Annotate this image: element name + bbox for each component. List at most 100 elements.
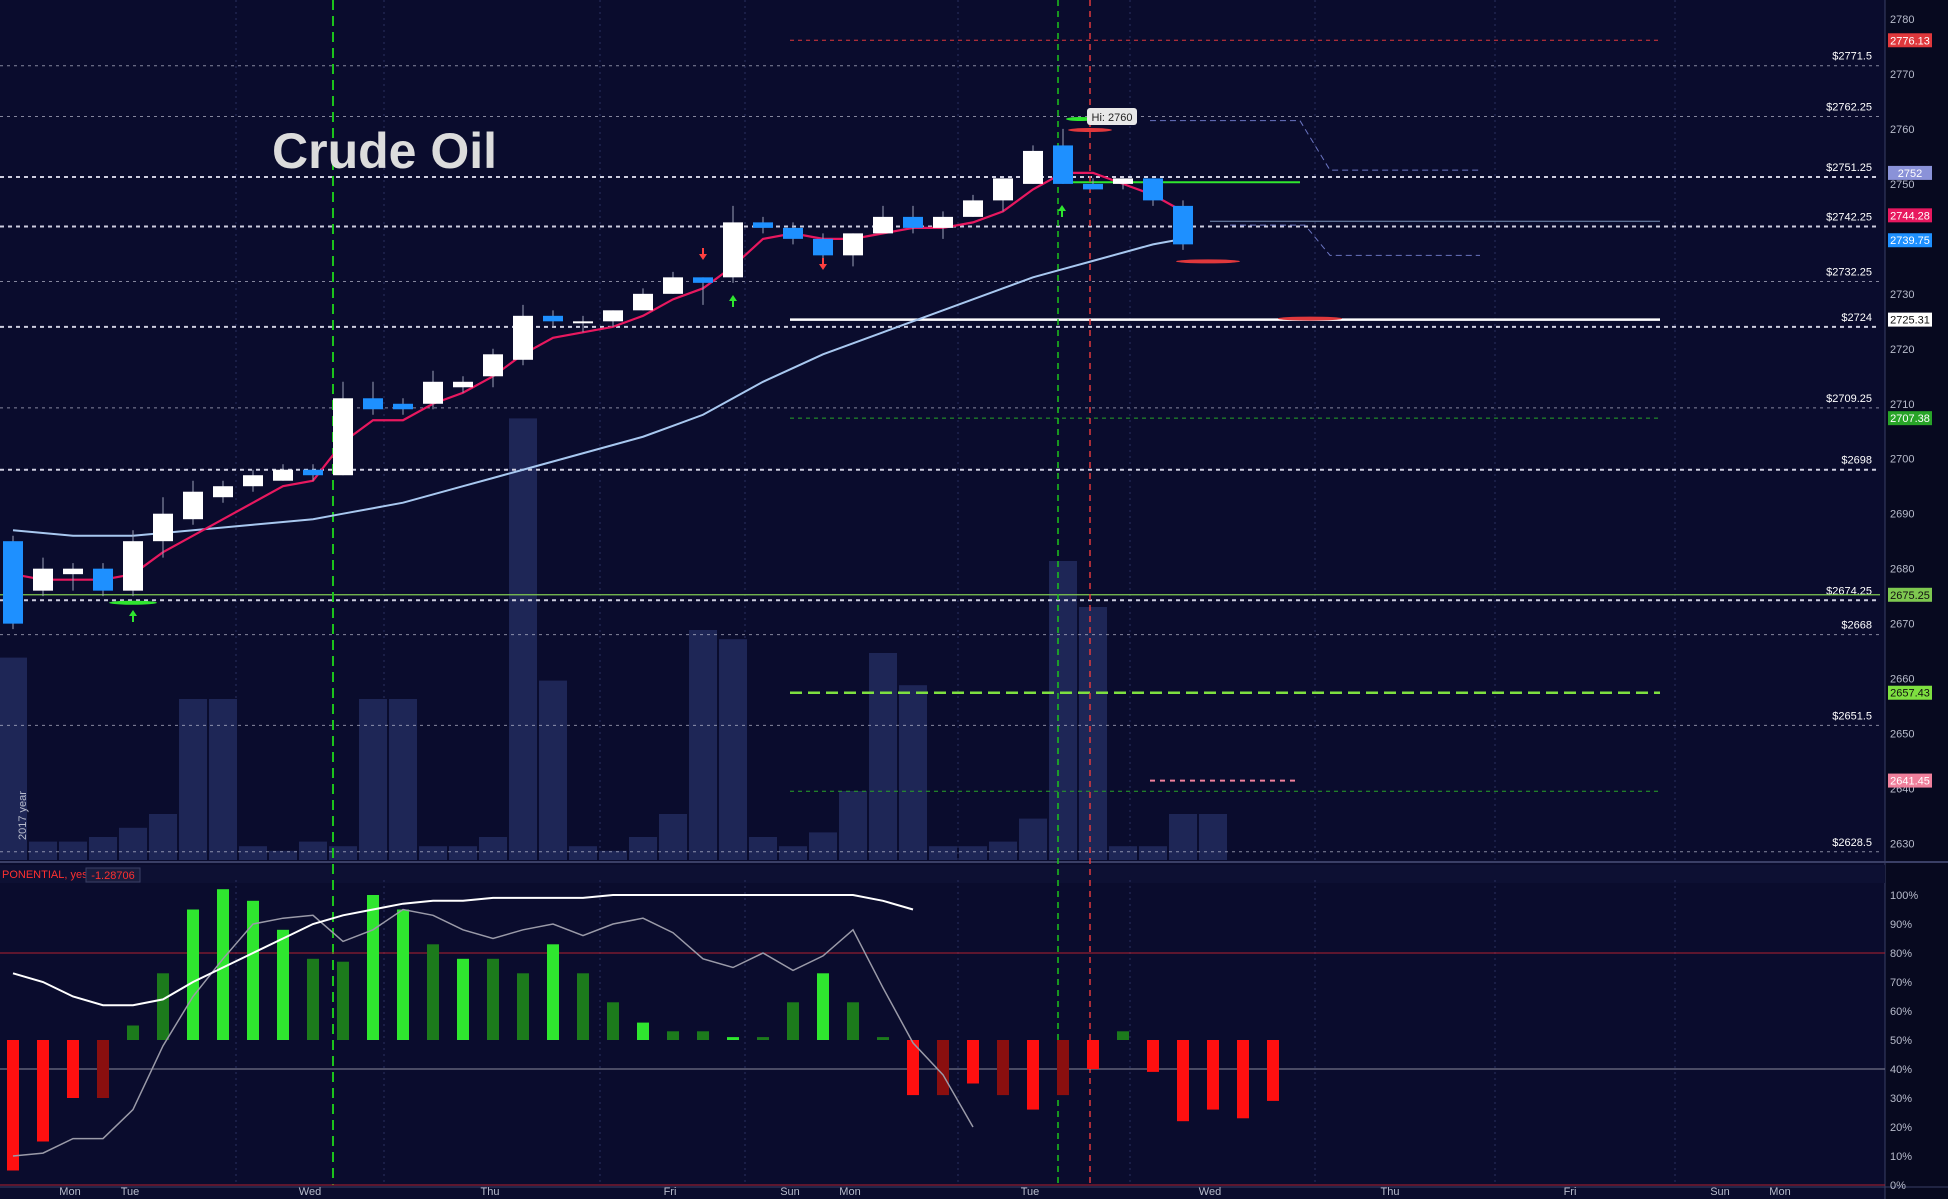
volume-bar — [719, 639, 747, 860]
candle-body — [783, 227, 803, 239]
price-axis-tick: 2750 — [1890, 179, 1914, 191]
time-axis-label: Tue — [1021, 1186, 1040, 1198]
volume-bar — [449, 846, 477, 860]
candle-body — [363, 398, 383, 410]
watermark-text: 2017 year — [17, 791, 29, 840]
oscillator-histogram-bar — [367, 895, 379, 1040]
candle-body — [933, 216, 953, 228]
volume-bar — [179, 699, 207, 860]
price-level-label: $2668 — [1841, 620, 1872, 632]
volume-bar — [419, 846, 447, 860]
buy-signal-arrow — [129, 610, 137, 622]
oscillator-axis-tick: 30% — [1890, 1093, 1912, 1105]
volume-bar — [329, 846, 357, 860]
candle-body — [273, 469, 293, 481]
candle-body — [813, 238, 833, 256]
oscillator-histogram-bar — [697, 1031, 709, 1040]
oscillator-axis-tick: 90% — [1890, 919, 1912, 931]
price-level-label: $2732.25 — [1826, 266, 1872, 278]
candle-body — [453, 381, 473, 388]
oscillator-histogram-bar — [877, 1037, 889, 1040]
volume-bar — [809, 832, 837, 860]
time-axis-label: Thu — [481, 1186, 500, 1198]
volume-bar — [389, 699, 417, 860]
volume-bar — [1109, 846, 1137, 860]
oscillator-histogram-bar — [1147, 1040, 1159, 1072]
volume-bar — [359, 699, 387, 860]
volume-bar — [899, 685, 927, 860]
price-level-label: $2674.25 — [1826, 585, 1872, 597]
candle-body — [33, 568, 53, 591]
oscillator-histogram-bar — [1057, 1040, 1069, 1096]
projection-lower — [1230, 224, 1480, 256]
oscillator-histogram-bar — [907, 1040, 919, 1096]
price-tag-box — [1888, 165, 1932, 180]
oscillator-histogram-bar — [547, 944, 559, 1040]
oscillator-histogram-bar — [7, 1040, 19, 1171]
volume-bar — [869, 653, 897, 860]
price-tag-box — [1888, 685, 1932, 700]
volume-bar — [149, 814, 177, 860]
volume-bar — [659, 814, 687, 860]
volume-bar — [989, 841, 1017, 860]
oscillator-histogram-bar — [397, 909, 409, 1040]
volume-bar — [839, 791, 867, 860]
candle-body — [573, 321, 593, 324]
oscillator-axis-tick: 70% — [1890, 977, 1912, 989]
candle-body — [63, 568, 83, 575]
oscillator-histogram-bar — [577, 973, 589, 1040]
oscillator-header-value: -1.28706 — [91, 870, 134, 882]
price-axis-tick: 2760 — [1890, 124, 1914, 136]
price-level-label: $2762.25 — [1826, 102, 1872, 114]
high-label-box — [1087, 108, 1137, 125]
candle-body — [183, 491, 203, 520]
time-axis-label: Tue — [121, 1186, 140, 1198]
price-axis-tick: 2730 — [1890, 289, 1914, 301]
volume-bar — [29, 841, 57, 860]
volume-bar — [749, 837, 777, 860]
oscillator-gray-line — [12, 908, 974, 1157]
candle-body — [633, 293, 653, 311]
slow-moving-average — [12, 237, 1184, 537]
oscillator-histogram-bar — [1117, 1031, 1129, 1040]
time-axis-label: Thu — [1381, 1186, 1400, 1198]
volume-bar — [1079, 607, 1107, 860]
oscillator-histogram-bar — [487, 958, 499, 1040]
oscillator-histogram-bar — [1087, 1040, 1099, 1069]
price-axis-tick: 2660 — [1890, 674, 1914, 686]
volume-bar — [779, 846, 807, 860]
candle-body — [123, 541, 143, 591]
target-marker — [1176, 259, 1240, 264]
time-axis-label: Mon — [839, 1186, 860, 1198]
sell-signal-arrow — [699, 248, 707, 260]
volume-bar — [689, 630, 717, 860]
time-axis-label: Mon — [59, 1186, 80, 1198]
candle-body — [1113, 178, 1133, 184]
oscillator-histogram-bar — [97, 1040, 109, 1098]
candle-body — [93, 568, 113, 591]
price-axis-tick: 2670 — [1890, 619, 1914, 631]
oscillator-histogram-bar — [997, 1040, 1009, 1096]
oscillator-histogram-bar — [337, 961, 349, 1040]
oscillator-axis-tick: 50% — [1890, 1035, 1912, 1047]
oscillator-histogram-bar — [457, 958, 469, 1040]
oscillator-histogram-bar — [757, 1037, 769, 1040]
oscillator-histogram-bar — [157, 973, 169, 1040]
price-tag-label: 2657.43 — [1890, 688, 1930, 700]
price-level-label: $2628.5 — [1832, 837, 1872, 849]
price-level-label: $2651.5 — [1832, 710, 1872, 722]
oscillator-axis-tick: 80% — [1890, 948, 1912, 960]
price-level-label: $2771.5 — [1832, 51, 1872, 63]
candle-body — [513, 315, 533, 360]
oscillator-header-label: PONENTIAL, yes) — [2, 869, 91, 881]
oscillator-histogram-bar — [787, 1002, 799, 1040]
candle-body — [693, 277, 713, 283]
sell-signal-arrow — [819, 258, 827, 270]
candle-body — [3, 541, 23, 624]
volume-bar — [299, 841, 327, 860]
price-tag-label: 2707.38 — [1890, 413, 1930, 425]
price-axis-tick: 2700 — [1890, 454, 1914, 466]
